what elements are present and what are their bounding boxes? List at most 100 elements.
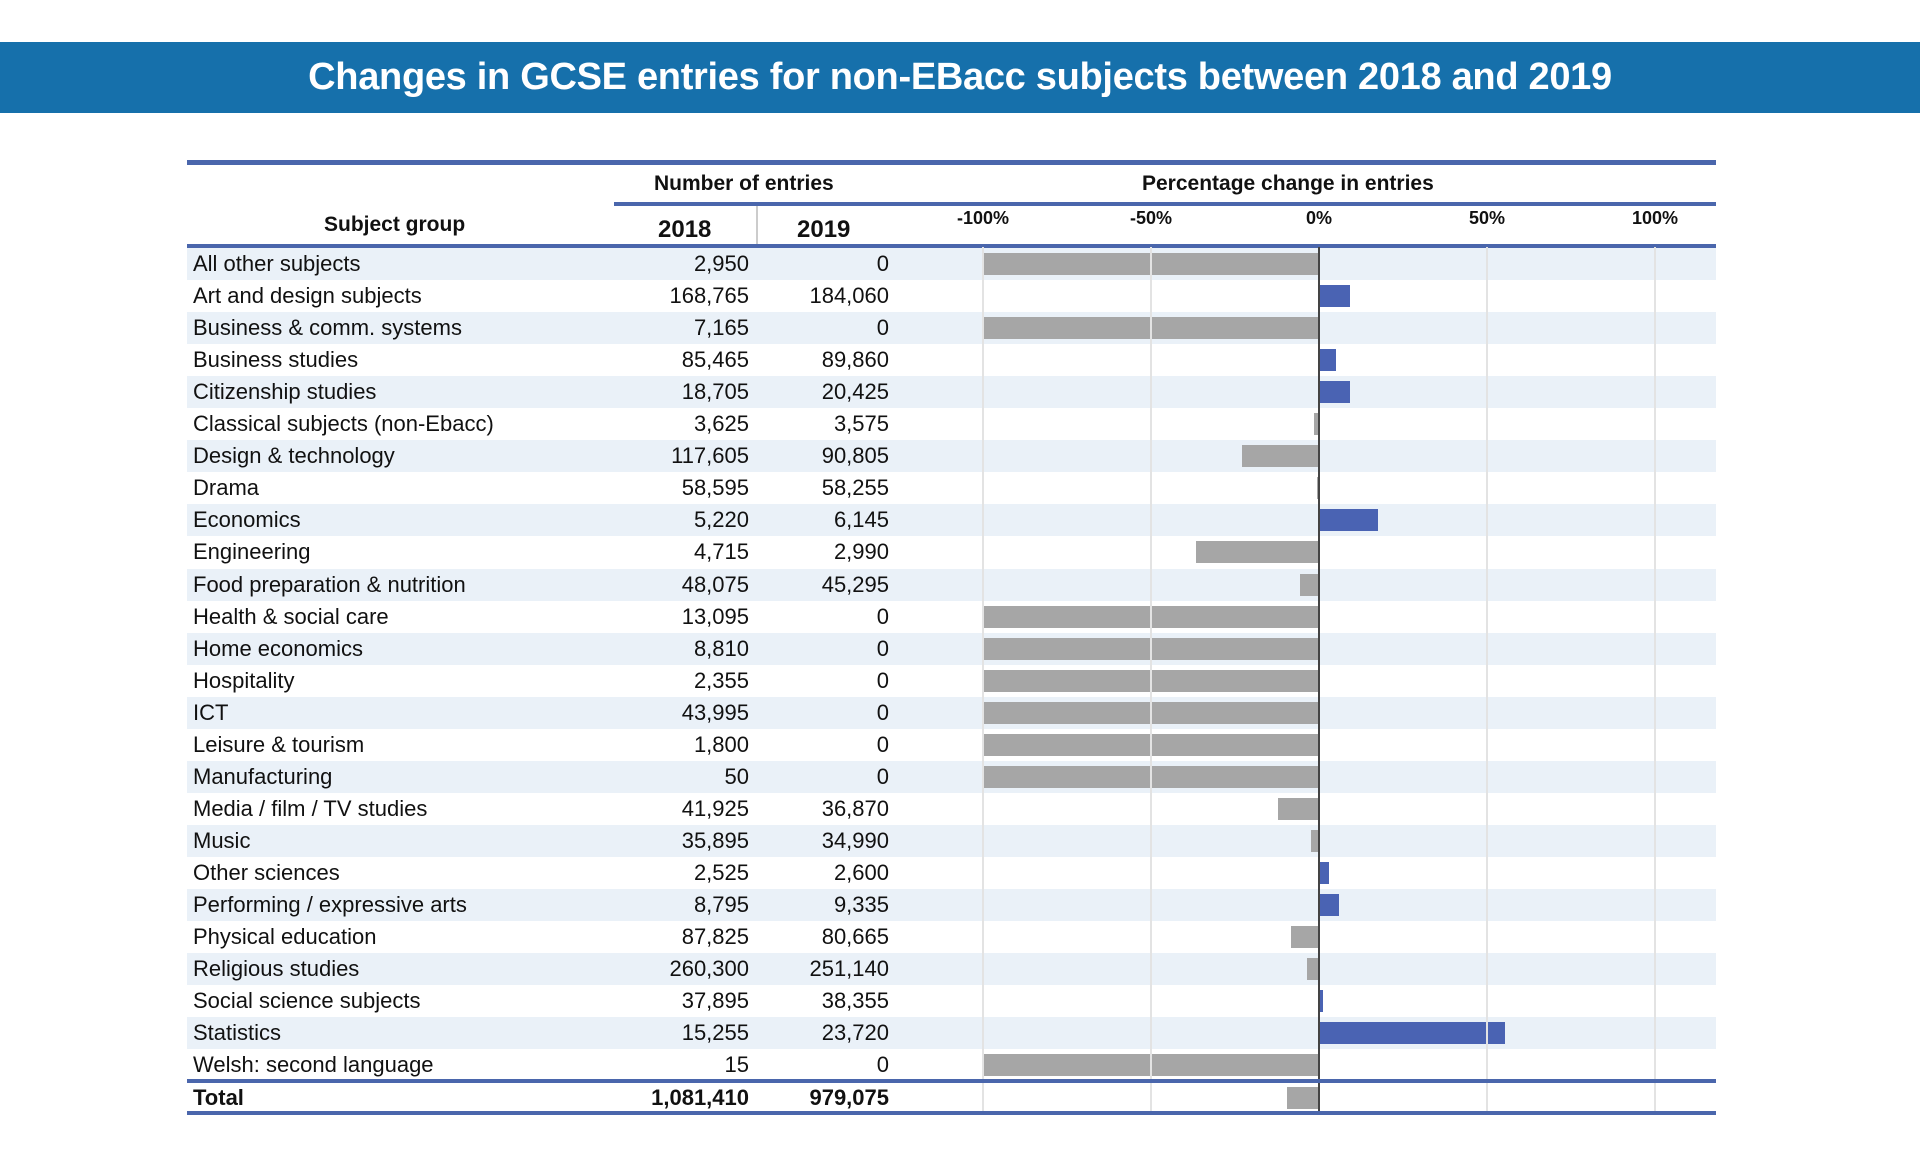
entries-2019: 45,295 xyxy=(821,571,889,597)
increase-bar xyxy=(1319,894,1340,916)
entries-2018: 260,300 xyxy=(669,956,749,982)
decrease-bar xyxy=(1278,797,1319,820)
decrease-bar xyxy=(1310,829,1319,852)
entries-2019: 0 xyxy=(876,699,889,725)
table-row: Engineering 4,715 2,990 xyxy=(187,536,1716,568)
entries-2019: 20,425 xyxy=(821,379,889,405)
subject-name: Health & social care xyxy=(193,603,389,629)
entries-2019: 9,335 xyxy=(833,892,889,917)
entries-2018: 43,995 xyxy=(681,699,749,725)
entries-2019: 0 xyxy=(876,603,889,629)
decrease-bar xyxy=(1316,477,1319,500)
entries-2019: 0 xyxy=(876,251,889,276)
entries-2018: 5,220 xyxy=(693,507,749,533)
entries-2019: 38,355 xyxy=(821,988,889,1014)
entries-2019: 0 xyxy=(876,1052,889,1078)
subject-name: Manufacturing xyxy=(193,763,333,789)
header-divider xyxy=(756,206,758,246)
entries-2019: 184,060 xyxy=(809,283,889,309)
entries-2018: 168,765 xyxy=(669,283,749,309)
table-row: Art and design subjects 168,765 184,060 xyxy=(187,280,1716,312)
entries-2019: 36,870 xyxy=(821,795,889,821)
entries-2018: 37,895 xyxy=(681,988,749,1014)
subject-name: Total xyxy=(193,1085,244,1110)
zero-axis-line xyxy=(1318,247,1320,1111)
x-tick-label: -50% xyxy=(1129,208,1173,228)
entries-2018: 2,525 xyxy=(693,859,749,885)
header-bottom-rule xyxy=(187,244,1716,248)
subject-name: Classical subjects (non-Ebacc) xyxy=(193,411,494,437)
table-row: Manufacturing 50 0 xyxy=(187,760,1716,793)
header-2019: 2019 xyxy=(797,216,851,243)
decrease-bar xyxy=(1287,1087,1319,1109)
gridline xyxy=(982,247,984,1111)
entries-2018: 50 xyxy=(724,763,749,789)
entries-2018: 48,075 xyxy=(681,571,749,597)
subject-name: Hospitality xyxy=(193,667,295,693)
entries-2018: 4,715 xyxy=(693,539,749,565)
entries-2019: 80,665 xyxy=(821,924,889,950)
increase-bar xyxy=(1319,990,1324,1013)
increase-bar xyxy=(1319,509,1379,532)
subject-name: Food preparation & nutrition xyxy=(193,571,466,597)
subject-name: Home economics xyxy=(193,635,363,661)
total-row: Total 1,081,410 979,075 xyxy=(187,1082,1716,1114)
table-row: ICT 43,995 0 xyxy=(187,696,1716,729)
entries-2018: 35,895 xyxy=(681,827,749,853)
subject-name: Art and design subjects xyxy=(193,283,422,309)
table-row: Statistics 15,255 23,720 xyxy=(187,1017,1716,1050)
entries-2018: 15 xyxy=(724,1052,749,1078)
table-row: Design & technology 117,605 90,805 xyxy=(187,440,1716,473)
entries-2019: 90,805 xyxy=(821,443,889,469)
x-tick-label: 50% xyxy=(1468,208,1506,228)
increase-bar xyxy=(1319,381,1350,404)
entries-2018: 8,795 xyxy=(693,892,749,917)
entries-2018: 58,595 xyxy=(681,475,749,501)
entries-2019: 2,990 xyxy=(833,539,889,565)
x-tick-label: 0% xyxy=(1305,208,1333,228)
table-row: Drama 58,595 58,255 xyxy=(187,472,1716,504)
subject-name: Business studies xyxy=(193,347,359,373)
subject-name: Leisure & tourism xyxy=(193,731,365,757)
entries-2019: 6,145 xyxy=(833,507,889,533)
sub-header-rule xyxy=(614,202,1716,206)
subject-name: Music xyxy=(193,827,251,853)
subject-name: Citizenship studies xyxy=(193,379,377,405)
table-row: Health & social care 13,095 0 xyxy=(187,601,1716,633)
increase-bar xyxy=(1319,861,1330,884)
entries-2018: 1,081,410 xyxy=(651,1085,749,1110)
gridline xyxy=(1486,247,1488,1111)
entries-2019: 0 xyxy=(876,667,889,693)
subject-name: Performing / expressive arts xyxy=(193,892,467,917)
subject-name: Social science subjects xyxy=(193,988,421,1014)
decrease-bar xyxy=(1299,573,1319,596)
chart-title: Changes in GCSE entries for non-EBacc su… xyxy=(308,56,1612,98)
subject-name: Welsh: second language xyxy=(193,1052,434,1078)
table-row: Social science subjects 37,895 38,355 xyxy=(187,985,1716,1017)
subject-name: Statistics xyxy=(193,1020,282,1046)
subject-name: Physical education xyxy=(193,924,377,950)
subject-name: ICT xyxy=(193,699,229,725)
entries-2018: 41,925 xyxy=(681,795,749,821)
table-row: Religious studies 260,300 251,140 xyxy=(187,953,1716,986)
entries-2019: 2,600 xyxy=(833,859,889,885)
subject-name: Business & comm. systems xyxy=(193,315,462,341)
decrease-bar xyxy=(1196,541,1319,564)
decrease-bar xyxy=(1307,958,1319,981)
title-banner: Changes in GCSE entries for non-EBacc su… xyxy=(0,42,1920,113)
x-tick-label: 100% xyxy=(1631,208,1679,228)
entries-2019: 34,990 xyxy=(821,827,889,853)
table-row: Other sciences 2,525 2,600 xyxy=(187,857,1716,889)
decrease-bar xyxy=(1291,926,1319,949)
subject-name: Design & technology xyxy=(193,443,395,469)
header-number-of-entries: Number of entries xyxy=(654,172,834,195)
entries-2019: 0 xyxy=(876,635,889,661)
table-row: Leisure & tourism 1,800 0 xyxy=(187,729,1716,761)
table-row: Food preparation & nutrition 48,075 45,295 xyxy=(187,568,1716,601)
header-subject-group: Subject group xyxy=(324,213,466,236)
subject-name: Other sciences xyxy=(193,859,340,885)
table-row: Physical education 87,825 80,665 xyxy=(187,921,1716,953)
entries-2019: 0 xyxy=(876,315,889,341)
table-row: Business & comm. systems 7,165 0 xyxy=(187,312,1716,345)
entries-2018: 117,605 xyxy=(671,443,749,469)
